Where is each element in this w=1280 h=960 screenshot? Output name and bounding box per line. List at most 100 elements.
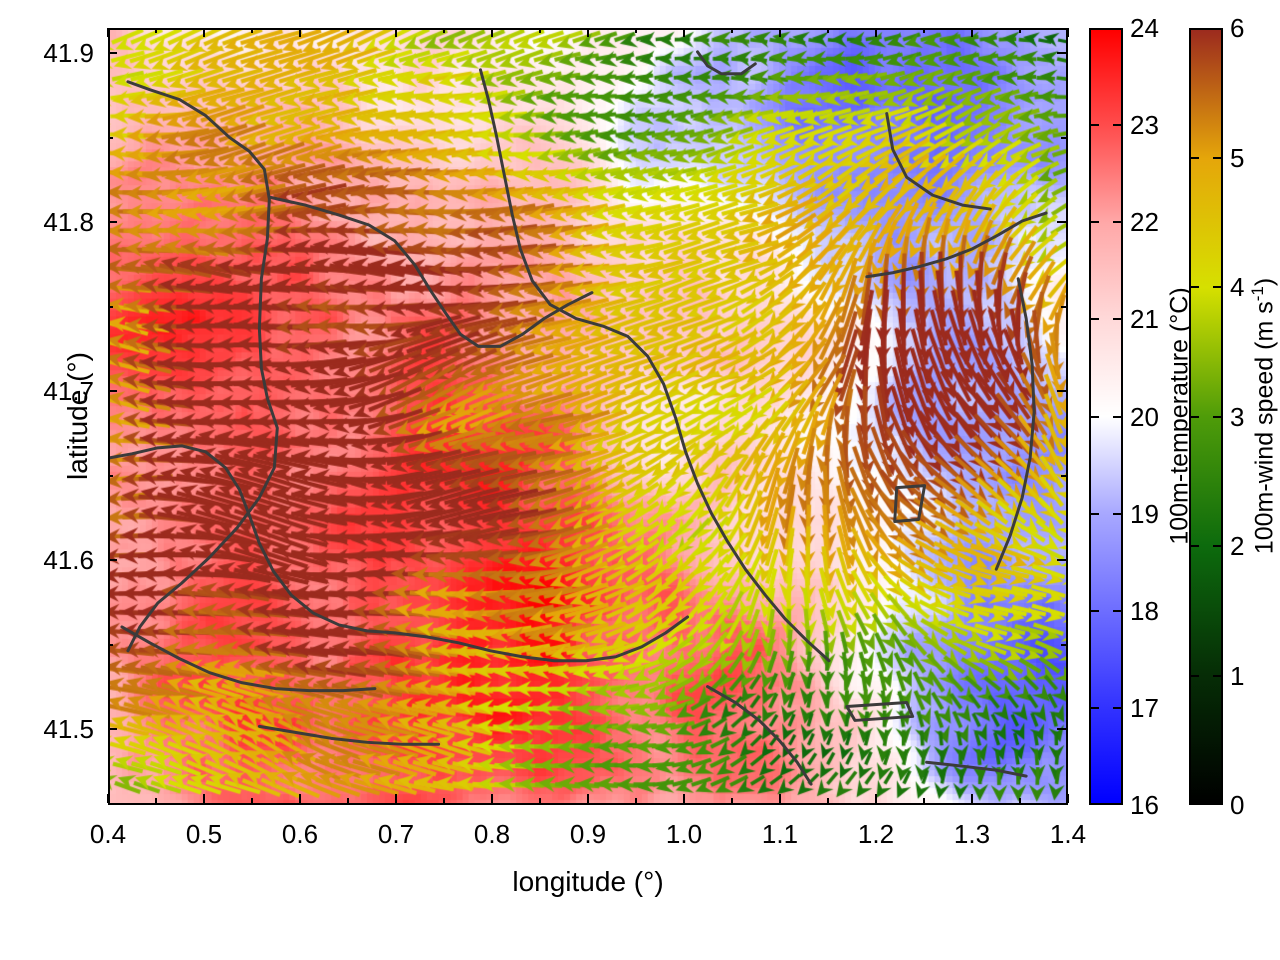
x-tick-label-0.9: 0.9 <box>569 819 607 849</box>
temperature-label-18: 18 <box>1130 595 1159 626</box>
x-tick-minor <box>347 798 349 803</box>
x-tick-label-0.7: 0.7 <box>377 819 415 849</box>
y-tick-right-41.6 <box>1057 559 1066 562</box>
temperature-tick-22 <box>1089 221 1099 224</box>
x-tick-minor <box>539 798 541 803</box>
wind-speed-tick-3 <box>1213 415 1223 418</box>
x-tick-top-1.3 <box>971 28 973 37</box>
temperature-tick-18 <box>1113 609 1123 612</box>
x-tick-top-1.2 <box>875 28 877 37</box>
temperature-tick-17 <box>1113 706 1123 709</box>
y-tick-right-41.9 <box>1057 52 1066 55</box>
wind-speed-tick-4 <box>1189 286 1199 288</box>
wind-speed-tick-3 <box>1189 415 1199 418</box>
x-tick-minor <box>1019 28 1021 33</box>
y-tick-label-41.8: 41.8 <box>43 207 94 238</box>
wind-vector-canvas <box>110 30 1066 803</box>
temperature-label-23: 23 <box>1130 110 1159 141</box>
y-tick-label-41.5: 41.5 <box>43 713 94 744</box>
y-tick-41.8 <box>108 221 117 224</box>
x-tick-minor <box>923 798 925 803</box>
x-tick-label-0.4: 0.4 <box>89 819 127 849</box>
x-tick-minor <box>635 798 637 803</box>
x-tick-label-1.0: 1.0 <box>665 819 703 849</box>
y-tick-minor <box>108 136 113 139</box>
temperature-tick-17 <box>1089 706 1099 709</box>
x-tick-label-1.3: 1.3 <box>953 819 991 849</box>
x-tick-minor <box>731 28 733 33</box>
y-tick-right-41.5 <box>1057 727 1066 730</box>
x-tick-top-0.4 <box>107 28 109 37</box>
x-tick-minor <box>251 28 253 33</box>
wind-speed-colorbar-title-text: 100m-wind speed (m s-1) <box>1248 277 1279 555</box>
y-tick-41.5 <box>108 727 117 730</box>
x-tick-1.3 <box>971 794 973 803</box>
wind-speed-tick-2 <box>1189 545 1199 547</box>
x-tick-top-1.1 <box>779 28 781 37</box>
wind-speed-tick-2 <box>1213 545 1223 547</box>
x-tick-minor <box>731 798 733 803</box>
wind-speed-tick-1 <box>1213 674 1223 677</box>
x-tick-top-1.4 <box>1067 28 1069 37</box>
temperature-tick-20 <box>1089 415 1099 418</box>
temperature-label-16: 16 <box>1130 790 1159 820</box>
temperature-tick-23 <box>1113 124 1123 127</box>
wind-speed-label-6: 6 <box>1230 13 1245 43</box>
temperature-label-21: 21 <box>1130 304 1159 335</box>
x-tick-0.4 <box>107 794 109 803</box>
x-tick-minor <box>539 28 541 33</box>
wind-speed-label-0: 0 <box>1230 790 1245 820</box>
y-tick-label-41.9: 41.9 <box>43 38 94 69</box>
wind-speed-colorbar-title: 100m-wind speed (m s-1) <box>1248 278 1279 554</box>
y-tick-minor <box>1061 136 1066 139</box>
y-tick-minor <box>108 643 113 646</box>
x-tick-minor <box>443 798 445 803</box>
wind-speed-tick-5 <box>1189 156 1199 159</box>
wind-speed-label-4: 4 <box>1230 272 1245 302</box>
x-axis-title: longitude (°) <box>512 866 664 897</box>
temperature-tick-21 <box>1089 318 1099 321</box>
x-tick-label-0.8: 0.8 <box>473 819 511 849</box>
wind-speed-label-5: 5 <box>1230 142 1245 173</box>
x-tick-top-0.9 <box>587 28 589 37</box>
x-tick-minor <box>827 798 829 803</box>
plot-panel <box>108 28 1068 805</box>
y-tick-minor <box>1061 474 1066 477</box>
x-tick-0.8 <box>491 794 493 803</box>
x-tick-minor <box>1019 798 1021 803</box>
temperature-tick-22 <box>1113 221 1123 224</box>
x-tick-minor <box>155 28 157 33</box>
x-tick-1.0 <box>683 794 685 803</box>
x-tick-label-0.5: 0.5 <box>185 819 223 849</box>
wind-speed-label-1: 1 <box>1230 660 1245 691</box>
wind-speed-tick-1 <box>1189 674 1199 677</box>
temperature-label-17: 17 <box>1130 692 1159 723</box>
wind-speed-label-2: 2 <box>1230 531 1245 561</box>
temperature-tick-19 <box>1113 512 1123 515</box>
x-tick-1.2 <box>875 794 877 803</box>
x-tick-0.5 <box>203 794 205 803</box>
x-tick-minor <box>635 28 637 33</box>
y-tick-41.6 <box>108 559 117 562</box>
temperature-tick-23 <box>1089 124 1099 127</box>
x-tick-0.9 <box>587 794 589 803</box>
temperature-label-19: 19 <box>1130 498 1159 529</box>
y-tick-minor <box>1061 305 1066 308</box>
y-tick-right-41.8 <box>1057 221 1066 224</box>
temperature-tick-19 <box>1089 512 1099 515</box>
x-tick-top-0.7 <box>395 28 397 37</box>
x-tick-minor <box>251 798 253 803</box>
y-tick-minor <box>108 305 113 308</box>
temperature-tick-18 <box>1089 609 1099 612</box>
y-tick-label-41.6: 41.6 <box>43 545 94 576</box>
temperature-label-24: 24 <box>1130 13 1159 43</box>
wind-speed-tick-5 <box>1213 156 1223 159</box>
temperature-tick-21 <box>1113 318 1123 321</box>
x-tick-label-1.1: 1.1 <box>761 819 799 849</box>
x-tick-label-1.2: 1.2 <box>857 819 895 849</box>
x-tick-label-1.4: 1.4 <box>1049 819 1087 849</box>
temperature-label-22: 22 <box>1130 207 1159 238</box>
x-tick-0.7 <box>395 794 397 803</box>
wind-speed-tick-4 <box>1213 286 1223 288</box>
